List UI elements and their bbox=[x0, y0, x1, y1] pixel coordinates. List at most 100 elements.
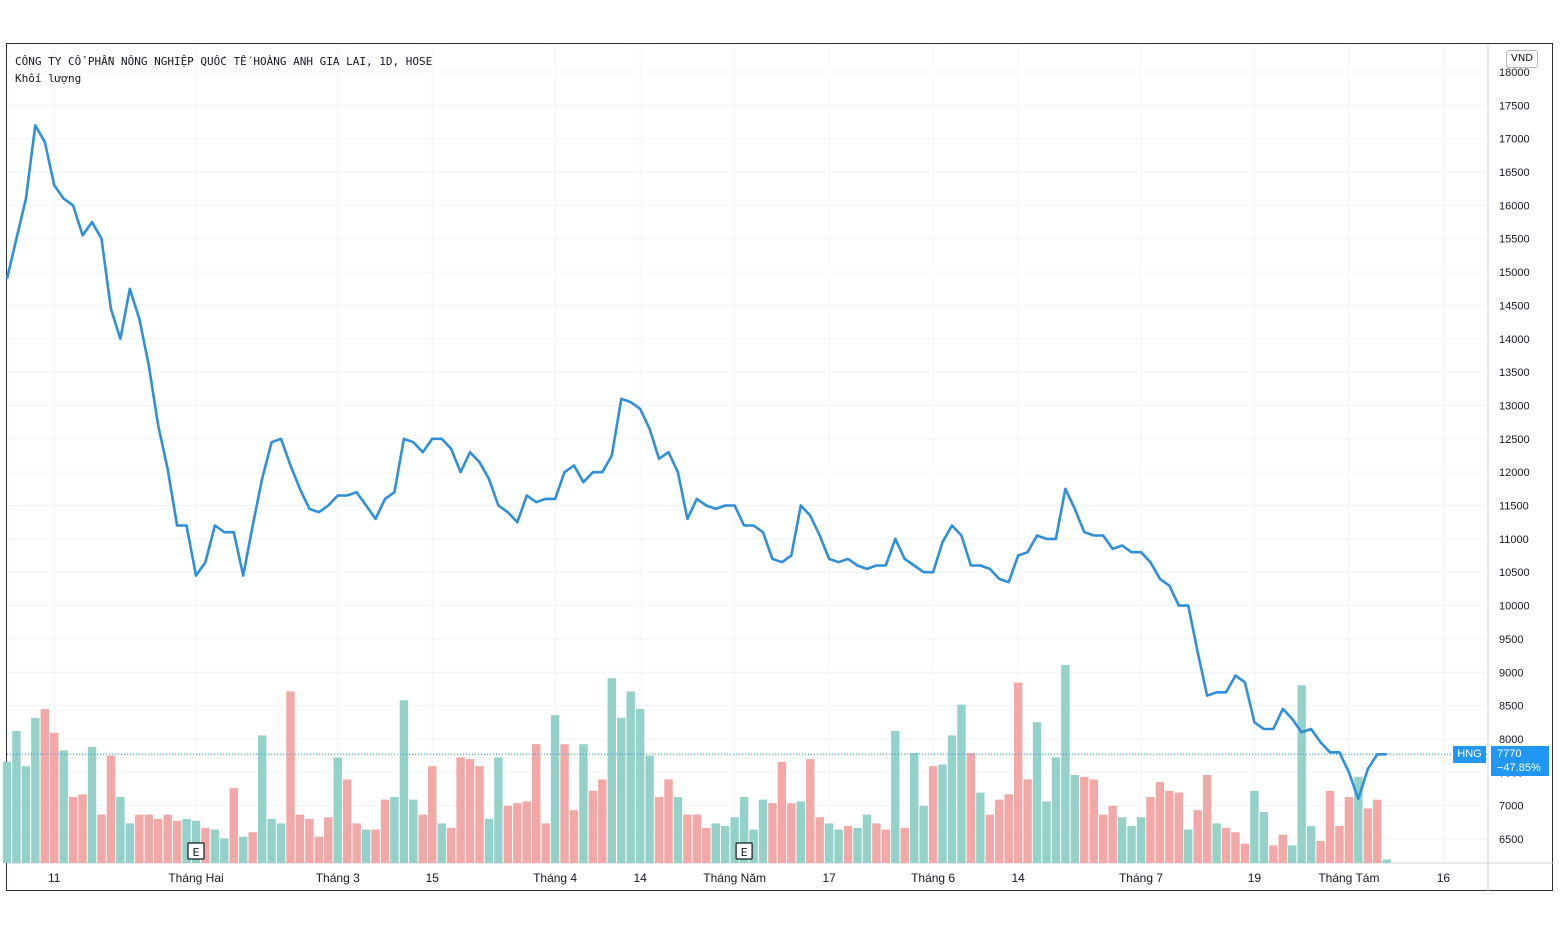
volume-bar bbox=[1259, 811, 1269, 863]
volume-bar bbox=[522, 801, 531, 863]
x-tick-label: Tháng 6 bbox=[911, 871, 955, 885]
volume-bar bbox=[569, 810, 579, 863]
x-tick-label: 11 bbox=[48, 871, 61, 885]
volume-bar bbox=[380, 799, 390, 863]
volume-bar bbox=[1155, 782, 1165, 863]
volume-bar bbox=[201, 827, 210, 863]
volume-bar bbox=[1212, 823, 1221, 863]
volume-bar bbox=[910, 753, 919, 863]
volume-bar bbox=[976, 792, 985, 863]
volume-bar bbox=[239, 836, 248, 863]
y-tick-label: 14500 bbox=[1499, 300, 1530, 312]
y-tick-label: 9500 bbox=[1499, 634, 1523, 646]
volume-bar bbox=[1089, 779, 1098, 863]
volume-legend: Khối lượng bbox=[15, 72, 82, 85]
volume-bar bbox=[1061, 665, 1070, 863]
volume-bar bbox=[305, 819, 314, 863]
volume-bar bbox=[872, 823, 881, 863]
volume-bar bbox=[1278, 834, 1287, 863]
volume-bar bbox=[607, 678, 616, 863]
x-tick-label: Tháng 4 bbox=[533, 871, 577, 885]
volume-bar bbox=[1108, 805, 1117, 863]
volume-bar bbox=[598, 779, 607, 863]
volume-bar bbox=[1042, 801, 1051, 863]
y-tick-label: 13500 bbox=[1499, 367, 1530, 379]
volume-bar bbox=[220, 838, 229, 863]
currency-button[interactable]: VND bbox=[1506, 50, 1538, 68]
y-tick-label: 8500 bbox=[1499, 701, 1523, 713]
volume-bar bbox=[135, 814, 144, 863]
y-tick-label: 6500 bbox=[1499, 834, 1523, 846]
volume-bar bbox=[579, 744, 588, 863]
volume-bar bbox=[617, 717, 626, 863]
y-tick-label: 14000 bbox=[1499, 334, 1530, 346]
x-tick-label: 14 bbox=[633, 871, 647, 885]
volume-bar bbox=[1306, 826, 1316, 863]
volume-bar bbox=[59, 750, 68, 863]
volume-bar bbox=[664, 779, 673, 863]
earnings-event-marker bbox=[187, 842, 205, 860]
earnings-event-marker bbox=[735, 842, 753, 860]
volume-bar bbox=[78, 794, 87, 863]
volume-bar bbox=[116, 797, 125, 863]
volume-bar bbox=[560, 744, 569, 863]
volume-bar bbox=[1099, 814, 1108, 863]
volume-bar bbox=[721, 826, 730, 863]
volume-bar bbox=[730, 817, 739, 863]
volume-bar bbox=[1202, 775, 1212, 863]
symbol-tag: HNG bbox=[1453, 746, 1486, 763]
volume-bar bbox=[267, 819, 276, 863]
volume-bar bbox=[702, 827, 711, 863]
volume-bar bbox=[437, 823, 446, 863]
volume-bar bbox=[352, 823, 361, 863]
y-tick-label: 10000 bbox=[1499, 601, 1530, 613]
volume-bar bbox=[31, 717, 40, 863]
volume-bar bbox=[1127, 826, 1136, 863]
earnings-event-label: E bbox=[741, 846, 748, 859]
volume-bar bbox=[1051, 757, 1061, 863]
x-tick-label: 17 bbox=[822, 871, 836, 885]
volume-bar bbox=[1013, 682, 1023, 863]
price-series-line bbox=[5, 124, 1387, 801]
volume-bar bbox=[1174, 792, 1183, 863]
volume-bar bbox=[635, 709, 645, 863]
volume-bar bbox=[494, 757, 503, 863]
volume-bar bbox=[50, 732, 59, 863]
volume-bar bbox=[891, 731, 900, 863]
volume-bar bbox=[12, 731, 21, 863]
volume-bar bbox=[900, 827, 909, 863]
volume-bar bbox=[711, 823, 720, 863]
volume-bar bbox=[768, 803, 777, 863]
y-tick-label: 13000 bbox=[1499, 400, 1530, 412]
volume-bar bbox=[796, 801, 805, 863]
volume-bar bbox=[1231, 832, 1240, 863]
volume-bar bbox=[1117, 817, 1127, 863]
x-tick-label: 14 bbox=[1011, 871, 1025, 885]
y-tick-label: 11000 bbox=[1499, 534, 1529, 546]
volume-bar bbox=[1297, 685, 1306, 863]
volume-bar bbox=[182, 819, 191, 863]
y-tick-label: 12000 bbox=[1499, 467, 1530, 479]
last-price-box: 7770 −47.85% bbox=[1491, 746, 1549, 776]
volume-bar bbox=[1344, 797, 1354, 863]
volume-bar bbox=[87, 746, 97, 863]
y-tick-label: 7000 bbox=[1499, 801, 1523, 813]
volume-bar bbox=[343, 779, 352, 863]
volume-bar bbox=[815, 817, 824, 863]
volume-bar bbox=[1269, 845, 1278, 863]
volume-bar bbox=[645, 755, 654, 863]
volume-bar bbox=[163, 814, 172, 863]
volume-bar bbox=[409, 799, 418, 863]
volume-bar bbox=[1080, 776, 1089, 863]
volume-bar bbox=[154, 819, 163, 863]
volume-bar bbox=[1165, 790, 1174, 863]
chart-title: CÔNG TY CỔ PHẦN NÔNG NGHIỆP QUỐC TẾ HOÀN… bbox=[15, 55, 433, 68]
volume-bar bbox=[1325, 790, 1335, 863]
volume-bar bbox=[919, 805, 928, 863]
y-tick-label: 17500 bbox=[1499, 100, 1530, 112]
volume-bar bbox=[692, 814, 702, 863]
volume-bar bbox=[881, 829, 891, 863]
volume-bar bbox=[248, 832, 257, 863]
volume-bar bbox=[966, 753, 976, 863]
